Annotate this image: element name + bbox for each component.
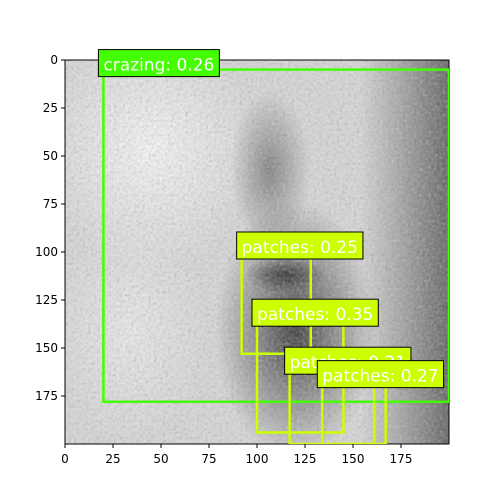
y-tick-label: 150 [35, 341, 58, 355]
detection-label-background [236, 231, 364, 260]
x-tick-label: 100 [246, 452, 269, 466]
detection-label: patches: 0.35 [251, 298, 379, 327]
y-tick-label: 75 [43, 197, 58, 211]
y-tick-label: 50 [43, 149, 58, 163]
detection-label-background [97, 49, 220, 78]
detection-label-text: patches: 0.25 [242, 238, 358, 258]
x-tick-label: 150 [342, 452, 365, 466]
detection: patches: 0.25 [236, 231, 364, 356]
x-tick-label: 25 [105, 452, 120, 466]
detection-label: crazing: 0.26 [97, 49, 220, 78]
x-tick-label: 75 [201, 452, 216, 466]
x-tick-label: 0 [61, 452, 69, 466]
x-tick-label: 175 [390, 452, 413, 466]
y-tick-label: 125 [35, 293, 58, 307]
x-axis: 0 25 50 75 100 125 150 175 [61, 444, 412, 466]
y-tick-label: 0 [50, 53, 58, 67]
detection-boxes: crazing: 0.26 patches: 0.25 patches: 0.35 p… [97, 49, 449, 444]
detection-label-background [316, 360, 445, 389]
detection: patches: 0.27 [316, 360, 445, 444]
x-tick-label: 50 [153, 452, 168, 466]
detection-label-text: patches: 0.35 [257, 305, 373, 325]
detection-label-text: crazing: 0.26 [103, 56, 214, 76]
detection: crazing: 0.26 [97, 49, 449, 404]
detection-label: patches: 0.27 [316, 360, 445, 389]
y-tick-label: 100 [35, 245, 58, 259]
inspection-image [65, 60, 449, 444]
y-tick-label: 25 [43, 101, 58, 115]
y-axis: 0 25 50 75 100 125 150 175 [35, 53, 65, 403]
detection-label: patches: 0.25 [236, 231, 364, 260]
detection-box [102, 68, 449, 404]
y-tick-label: 175 [35, 389, 58, 403]
detection-label-background [251, 298, 379, 327]
detection-label-text: patches: 0.27 [322, 367, 438, 387]
x-tick-label: 125 [294, 452, 317, 466]
